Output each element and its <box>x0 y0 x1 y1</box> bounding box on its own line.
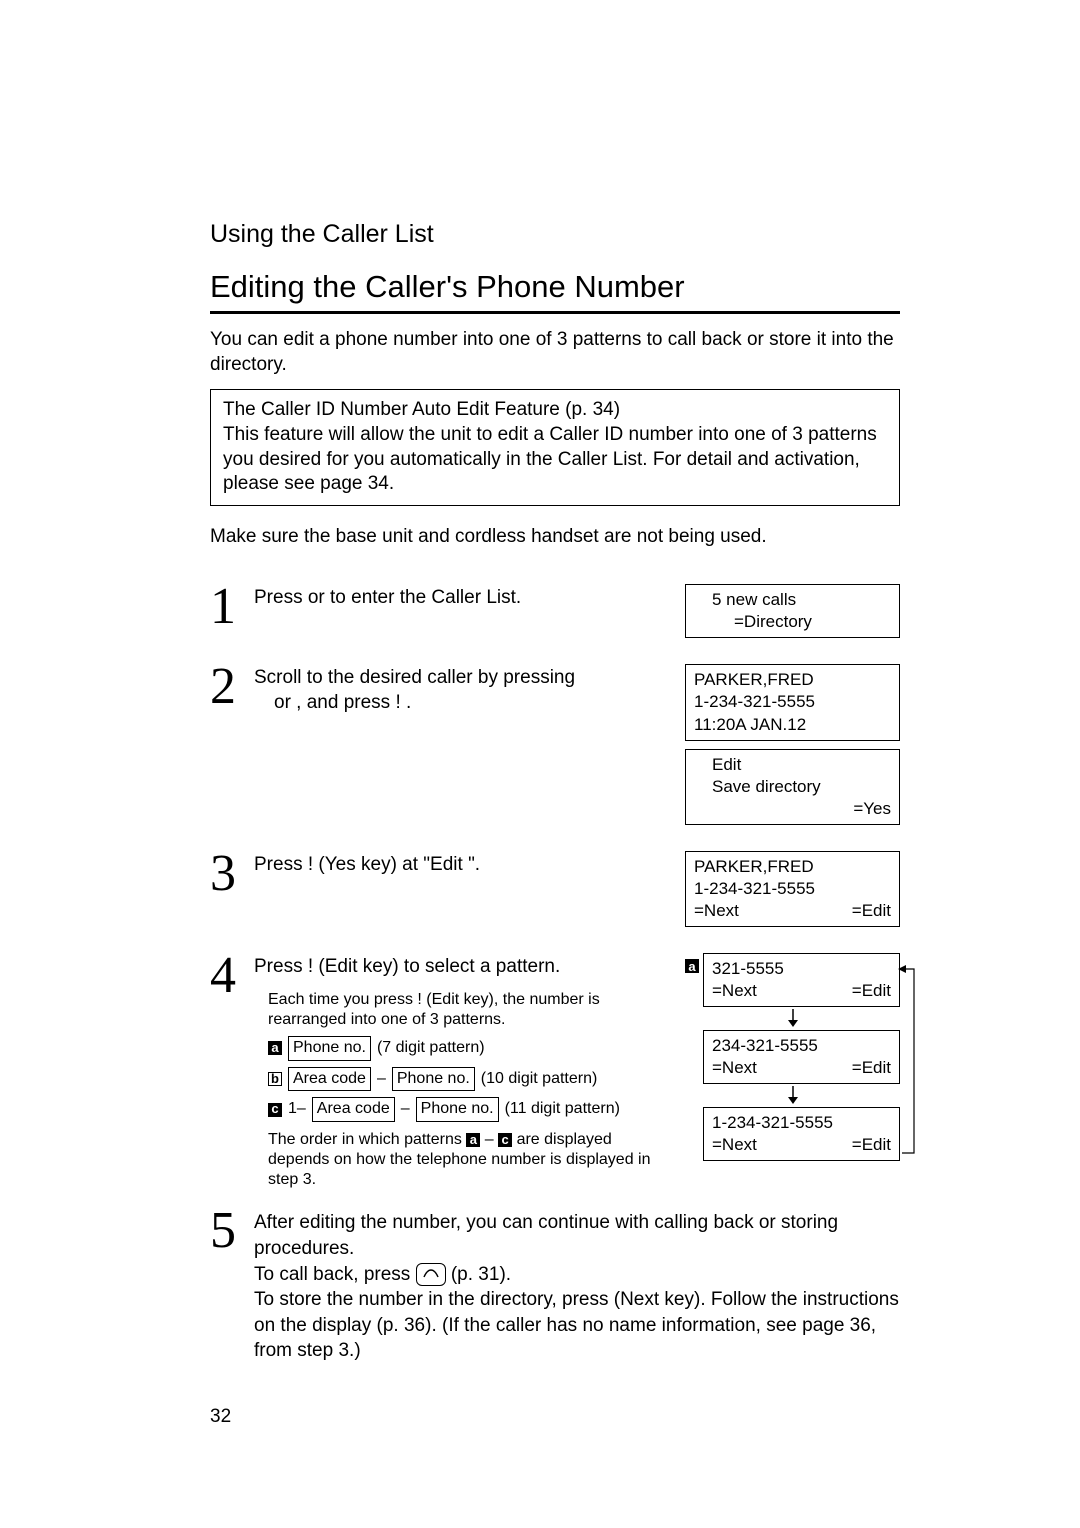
order-note-b: – <box>480 1131 498 1148</box>
lcd-line: 11:20A JAN.12 <box>694 714 891 736</box>
pattern-box: Area code <box>288 1067 371 1092</box>
step-number: 4 <box>210 953 254 1000</box>
pattern-suffix: (7 digit pattern) <box>377 1038 485 1059</box>
step-text: Press ! (Yes key) at "Edit ". <box>254 854 480 875</box>
lcd-softkey: =Next <box>694 900 739 922</box>
precondition-note: Make sure the base unit and cordless han… <box>210 526 900 548</box>
step-number: 5 <box>210 1208 254 1255</box>
pattern-c: c 1– Area code – Phone no. (11 digit pat… <box>254 1097 673 1122</box>
lcd-line: 1-234-321-5555 <box>694 878 891 900</box>
chip-a-icon: a <box>466 1133 480 1147</box>
cycle-arrow-icon <box>898 963 918 1163</box>
step-text: or , and press ! . <box>254 691 673 716</box>
step-number: 3 <box>210 851 254 898</box>
lcd-softkey: =Next <box>712 1057 757 1079</box>
feature-line-2: This feature will allow the unit to edit… <box>223 423 887 497</box>
step-1: 1 Press or to enter the Caller List. 5 n… <box>210 584 900 646</box>
lcd-line: PARKER,FRED <box>694 856 891 878</box>
lcd-screen: 5 new calls =Directory <box>685 584 900 638</box>
page-title: Editing the Caller's Phone Number <box>210 269 900 305</box>
step-subtext: Each time you press ! (Edit key), the nu… <box>254 990 673 1030</box>
step-text: To store the number in the directory, pr… <box>254 1287 900 1364</box>
feature-callout-box: The Caller ID Number Auto Edit Feature (… <box>210 389 900 506</box>
step-body: Press ! (Edit key) to select a pattern. … <box>254 953 673 1190</box>
step-screens: PARKER,FRED 1-234-321-5555 =Next =Edit <box>685 851 900 935</box>
lcd-screen: PARKER,FRED 1-234-321-5555 11:20A JAN.12 <box>685 664 900 740</box>
pattern-box: Phone no. <box>392 1067 475 1092</box>
chip-b-icon: b <box>268 1072 282 1086</box>
chip-c-icon: c <box>498 1133 512 1147</box>
order-note: The order in which patterns a – c are di… <box>254 1130 673 1190</box>
chip-a-icon: a <box>268 1041 282 1055</box>
pattern-suffix: (10 digit pattern) <box>481 1069 598 1090</box>
intro-text: You can edit a phone number into one of … <box>210 328 900 377</box>
manual-page: Using the Caller List Editing the Caller… <box>0 0 1080 1528</box>
down-arrow-icon <box>685 1009 900 1028</box>
lcd-line: =Yes <box>694 798 891 820</box>
chip-a-icon: a <box>685 959 699 973</box>
step-body: Scroll to the desired caller by pressing… <box>254 664 673 715</box>
lcd-screen: 234-321-5555 =Next =Edit <box>703 1030 900 1084</box>
step-body: Press ! (Yes key) at "Edit ". <box>254 851 673 878</box>
step-screens: PARKER,FRED 1-234-321-5555 11:20A JAN.12… <box>685 664 900 833</box>
page-number: 32 <box>210 1406 231 1428</box>
step-text: To call back, press (p. 31). <box>254 1262 900 1288</box>
steps-list: 1 Press or to enter the Caller List. 5 n… <box>210 584 900 1364</box>
lcd-line: 234-321-5555 <box>712 1035 891 1057</box>
callback-prefix: To call back, press <box>254 1264 416 1285</box>
lcd-softkey: =Edit <box>852 1134 891 1156</box>
step-4: 4 Press ! (Edit key) to select a pattern… <box>210 953 900 1190</box>
step-number: 1 <box>210 584 254 631</box>
step-text: Scroll to the desired caller by pressing <box>254 666 673 691</box>
lcd-softkey: =Edit <box>852 1057 891 1079</box>
pattern-prefix: 1– <box>288 1099 306 1120</box>
lcd-line: 1-234-321-5555 <box>712 1112 891 1134</box>
lcd-screen: 321-5555 =Next =Edit <box>703 953 900 1007</box>
lcd-line: 1-234-321-5555 <box>694 691 891 713</box>
lcd-softkey: =Next <box>712 1134 757 1156</box>
step-screens: 5 new calls =Directory <box>685 584 900 646</box>
pattern-a: a Phone no. (7 digit pattern) <box>254 1036 673 1061</box>
pattern-b: b Area code – Phone no. (10 digit patter… <box>254 1067 673 1092</box>
dash: – <box>401 1099 410 1120</box>
down-arrow-icon <box>685 1086 900 1105</box>
pattern-suffix: (11 digit pattern) <box>505 1099 620 1120</box>
step-3: 3 Press ! (Yes key) at "Edit ". PARKER,F… <box>210 851 900 935</box>
order-note-a: The order in which patterns <box>268 1131 466 1148</box>
lcd-line: Edit <box>694 754 891 776</box>
chip-c-icon: c <box>268 1103 282 1117</box>
lcd-screen: Edit Save directory =Yes <box>685 749 900 825</box>
lcd-softkey: =Edit <box>852 900 891 922</box>
step-text: Press or to enter the Caller List. <box>254 587 521 608</box>
pattern-box: Phone no. <box>288 1036 371 1061</box>
lcd-line: 5 new calls <box>694 589 891 611</box>
lcd-line: PARKER,FRED <box>694 669 891 691</box>
step-text: After editing the number, you can contin… <box>254 1210 900 1261</box>
talk-key-icon <box>416 1263 446 1286</box>
lcd-line: 321-5555 <box>712 958 891 980</box>
lcd-screen: PARKER,FRED 1-234-321-5555 =Next =Edit <box>685 851 900 927</box>
lcd-softkey: =Next <box>712 980 757 1002</box>
section-title: Using the Caller List <box>210 220 900 249</box>
lcd-softkey: =Edit <box>852 980 891 1002</box>
pattern-box: Phone no. <box>416 1097 499 1122</box>
step-body: After editing the number, you can contin… <box>254 1208 900 1364</box>
step-text: Press ! (Edit key) to select a pattern. <box>254 955 673 980</box>
lcd-line: =Directory <box>694 611 891 633</box>
step-2: 2 Scroll to the desired caller by pressi… <box>210 664 900 833</box>
lcd-line: Save directory <box>694 776 891 798</box>
feature-line-1: The Caller ID Number Auto Edit Feature (… <box>223 398 887 423</box>
step-5: 5 After editing the number, you can cont… <box>210 1208 900 1364</box>
step-screens: a 321-5555 =Next =Edit 234-321-5555 <box>685 953 900 1169</box>
lcd-screen: 1-234-321-5555 =Next =Edit <box>703 1107 900 1161</box>
title-rule <box>210 311 900 314</box>
dash: – <box>377 1069 386 1090</box>
pattern-box: Area code <box>312 1097 395 1122</box>
callback-suffix: (p. 31). <box>451 1264 511 1285</box>
step-number: 2 <box>210 664 254 711</box>
step-body: Press or to enter the Caller List. <box>254 584 673 611</box>
